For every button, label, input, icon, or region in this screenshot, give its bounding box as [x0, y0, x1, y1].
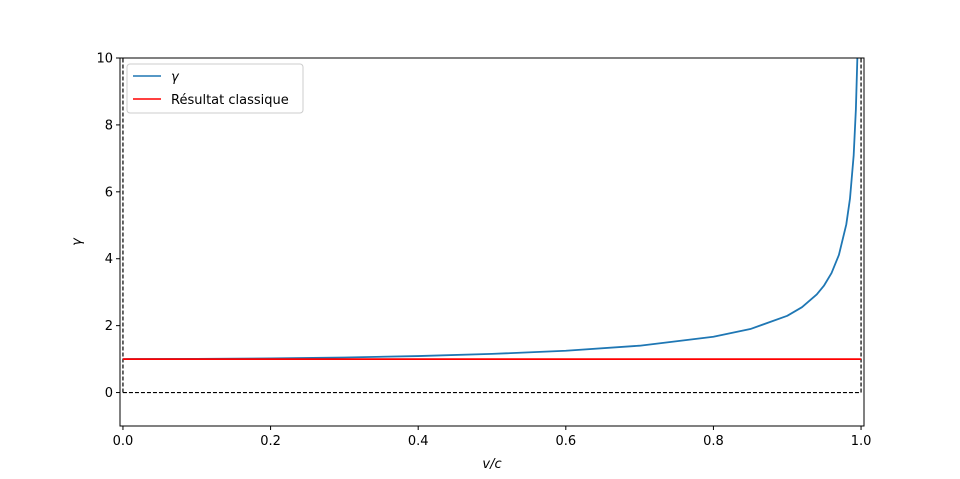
series-layer [122, 58, 862, 360]
legend: γ Résultat classique [126, 63, 304, 114]
y-tick-label: 8 [105, 118, 113, 133]
y-tick-label: 6 [105, 185, 113, 200]
legend-box [126, 63, 304, 114]
plot-area [120, 58, 864, 426]
y-tick-label: 10 [96, 52, 113, 67]
plot-frame [119, 57, 865, 427]
y-tick-label: 2 [105, 319, 113, 334]
reference-lines [122, 58, 862, 394]
y-tick-label: 4 [105, 252, 113, 267]
x-tick-label: 0.6 [555, 434, 576, 449]
x-tick-label: 0.4 [408, 434, 429, 449]
x-tick-label: 1.0 [851, 434, 872, 449]
y-axis-label: γ [70, 237, 85, 246]
x-tick-label: 0.8 [703, 434, 724, 449]
y-axis-ticks: 0 2 4 6 8 10 [96, 52, 120, 401]
legend-label-classique: Résultat classique [171, 93, 289, 108]
series-line-0 [122, 58, 859, 360]
y-tick-label: 0 [105, 386, 113, 401]
legend-label-gamma: γ [171, 70, 180, 85]
x-tick-label: 0.0 [113, 434, 134, 449]
x-tick-label: 0.2 [260, 434, 281, 449]
x-axis-label: v/c [482, 457, 501, 472]
x-axis-ticks: 0.0 0.2 0.4 0.6 0.8 1.0 [113, 426, 872, 449]
